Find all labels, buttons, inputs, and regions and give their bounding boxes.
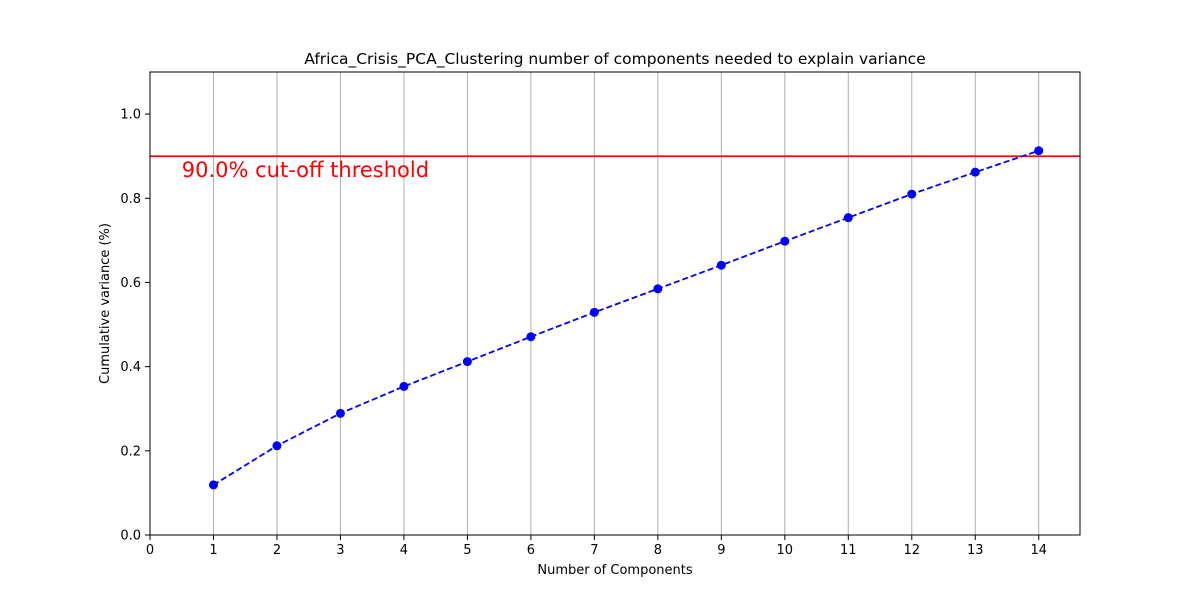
x-tick-label: 5 xyxy=(463,543,471,558)
y-axis-label: Cumulative variance (%) xyxy=(98,223,113,384)
x-tick-label: 9 xyxy=(717,543,725,558)
y-tick-label: 0.2 xyxy=(120,444,141,459)
x-tick-label: 7 xyxy=(590,543,598,558)
x-tick-label: 10 xyxy=(777,543,794,558)
x-tick-label: 11 xyxy=(840,543,857,558)
series-group xyxy=(208,146,1044,490)
data-point xyxy=(1034,146,1044,156)
x-axis-ticks: 0 1 2 3 4 5 6 7 8 9 10 11 12 13 14 xyxy=(146,535,1047,558)
series-line xyxy=(213,149,1040,486)
data-point xyxy=(907,189,917,199)
data-point xyxy=(462,357,472,367)
data-point xyxy=(716,260,726,270)
x-tick-label: 4 xyxy=(400,543,408,558)
data-point xyxy=(272,441,282,451)
data-point xyxy=(526,332,536,342)
plot-frame xyxy=(149,71,1081,536)
chart-title: Africa_Crisis_PCA_Clustering number of c… xyxy=(304,50,925,69)
x-tick-label: 12 xyxy=(904,543,921,558)
data-point xyxy=(399,381,409,391)
data-point xyxy=(208,480,218,490)
x-tick-label: 2 xyxy=(273,543,281,558)
data-point xyxy=(970,167,980,177)
x-tick-label: 14 xyxy=(1030,543,1047,558)
x-tick-label: 13 xyxy=(967,543,984,558)
grid-lines xyxy=(149,72,1040,535)
data-point xyxy=(653,284,663,294)
x-tick-label: 3 xyxy=(336,543,344,558)
threshold-group: 90.0% cut-off threshold xyxy=(150,155,1080,182)
x-tick-label: 6 xyxy=(527,543,535,558)
data-point xyxy=(589,307,599,317)
x-axis-label: Number of Components xyxy=(537,563,692,578)
x-tick-label: 8 xyxy=(654,543,662,558)
threshold-label: 90.0% cut-off threshold xyxy=(182,158,429,182)
x-tick-label: 0 xyxy=(146,543,154,558)
y-tick-label: 0.0 xyxy=(120,529,141,544)
y-tick-label: 0.6 xyxy=(120,276,141,291)
data-point xyxy=(843,213,853,223)
y-axis-ticks: 0.0 0.2 0.4 0.6 0.8 1.0 xyxy=(120,108,150,544)
data-point xyxy=(780,236,790,246)
y-tick-label: 0.4 xyxy=(120,360,141,375)
y-tick-label: 0.8 xyxy=(120,192,141,207)
y-tick-label: 1.0 xyxy=(120,108,141,123)
x-tick-label: 1 xyxy=(209,543,217,558)
data-point xyxy=(335,408,345,418)
